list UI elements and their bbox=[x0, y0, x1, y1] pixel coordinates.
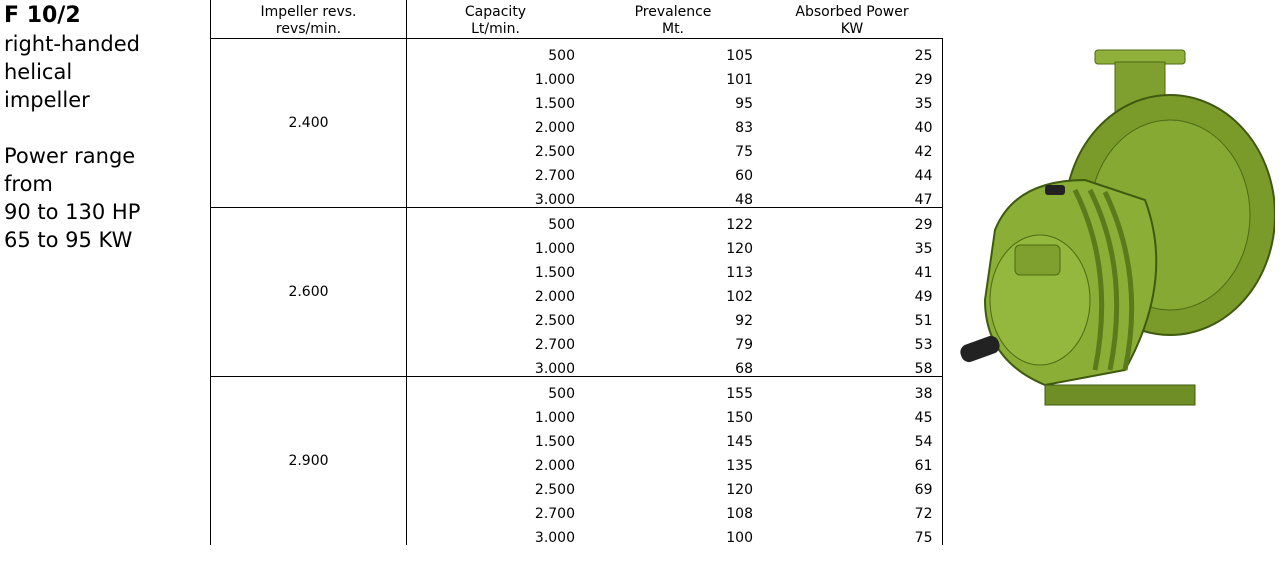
cell: 2.500 bbox=[407, 304, 585, 328]
header-line: Mt. bbox=[584, 21, 762, 38]
header-line: Capacity bbox=[407, 4, 584, 21]
cell: 3.000 bbox=[407, 183, 585, 208]
cell: 92 bbox=[584, 304, 762, 328]
cell: 2.700 bbox=[407, 328, 585, 352]
cell: 58 bbox=[762, 352, 942, 377]
speed-cell: 2.600 bbox=[211, 208, 407, 377]
header-line: KW bbox=[762, 21, 942, 38]
header-line: Impeller revs. bbox=[211, 4, 406, 21]
cell: 2.000 bbox=[407, 111, 585, 135]
cell: 2.700 bbox=[407, 497, 585, 521]
cell: 95 bbox=[584, 87, 762, 111]
cell: 79 bbox=[584, 328, 762, 352]
cell: 155 bbox=[584, 377, 762, 402]
cell: 1.000 bbox=[407, 63, 585, 87]
cell: 29 bbox=[762, 208, 942, 233]
cell: 1.500 bbox=[407, 256, 585, 280]
spacer bbox=[4, 114, 208, 142]
cell: 47 bbox=[762, 183, 942, 208]
cell: 2.000 bbox=[407, 280, 585, 304]
header-line: revs/min. bbox=[211, 21, 406, 38]
cell: 2.500 bbox=[407, 473, 585, 497]
cell: 2.700 bbox=[407, 159, 585, 183]
header-line: Prevalence bbox=[584, 4, 762, 21]
cell: 500 bbox=[407, 39, 585, 64]
cell: 60 bbox=[584, 159, 762, 183]
header-line: Lt/min. bbox=[407, 21, 584, 38]
cell: 35 bbox=[762, 232, 942, 256]
description-line: from bbox=[4, 170, 208, 198]
cell: 135 bbox=[584, 449, 762, 473]
cell: 25 bbox=[762, 39, 942, 64]
cell: 75 bbox=[762, 521, 942, 545]
cell: 2.000 bbox=[407, 449, 585, 473]
cell: 1.000 bbox=[407, 401, 585, 425]
header-line: Absorbed Power bbox=[762, 4, 942, 21]
cell: 122 bbox=[584, 208, 762, 233]
cell: 500 bbox=[407, 377, 585, 402]
cell: 49 bbox=[762, 280, 942, 304]
cell: 68 bbox=[584, 352, 762, 377]
description-line: right-handed bbox=[4, 30, 208, 58]
description-line: 90 to 130 HP bbox=[4, 198, 208, 226]
title: F 10/2 bbox=[4, 2, 208, 30]
pump-description: F 10/2right-handedhelicalimpeller Power r… bbox=[4, 2, 208, 254]
cell: 48 bbox=[584, 183, 762, 208]
speed-cell: 2.900 bbox=[211, 377, 407, 546]
cell: 54 bbox=[762, 425, 942, 449]
cell: 102 bbox=[584, 280, 762, 304]
cell: 29 bbox=[762, 63, 942, 87]
cell: 45 bbox=[762, 401, 942, 425]
description-line: helical bbox=[4, 58, 208, 86]
cell: 113 bbox=[584, 256, 762, 280]
cell: 100 bbox=[584, 521, 762, 545]
cell: 3.000 bbox=[407, 352, 585, 377]
cell: 69 bbox=[762, 473, 942, 497]
cell: 83 bbox=[584, 111, 762, 135]
cell: 3.000 bbox=[407, 521, 585, 545]
cell: 150 bbox=[584, 401, 762, 425]
cell: 35 bbox=[762, 87, 942, 111]
cell: 38 bbox=[762, 377, 942, 402]
cell: 51 bbox=[762, 304, 942, 328]
cell: 42 bbox=[762, 135, 942, 159]
column-header: Impeller revs.revs/min. bbox=[211, 0, 407, 39]
cell: 53 bbox=[762, 328, 942, 352]
speed-cell: 2.400 bbox=[211, 39, 407, 208]
cell: 61 bbox=[762, 449, 942, 473]
cell: 40 bbox=[762, 111, 942, 135]
cell: 500 bbox=[407, 208, 585, 233]
cell: 120 bbox=[584, 232, 762, 256]
cell: 1.500 bbox=[407, 425, 585, 449]
cell: 101 bbox=[584, 63, 762, 87]
cell: 75 bbox=[584, 135, 762, 159]
cell: 1.500 bbox=[407, 87, 585, 111]
cell: 105 bbox=[584, 39, 762, 64]
cell: 145 bbox=[584, 425, 762, 449]
cell: 120 bbox=[584, 473, 762, 497]
description-line: Power range bbox=[4, 142, 208, 170]
pump-image bbox=[955, 40, 1275, 440]
description-line: impeller bbox=[4, 86, 208, 114]
cell: 72 bbox=[762, 497, 942, 521]
page: {"header": {"title": "F 10/2", "lines": … bbox=[0, 0, 1288, 566]
description-line: 65 to 95 KW bbox=[4, 226, 208, 254]
cell: 44 bbox=[762, 159, 942, 183]
cell: 41 bbox=[762, 256, 942, 280]
cell: 1.000 bbox=[407, 232, 585, 256]
cell: 108 bbox=[584, 497, 762, 521]
cell: 2.500 bbox=[407, 135, 585, 159]
